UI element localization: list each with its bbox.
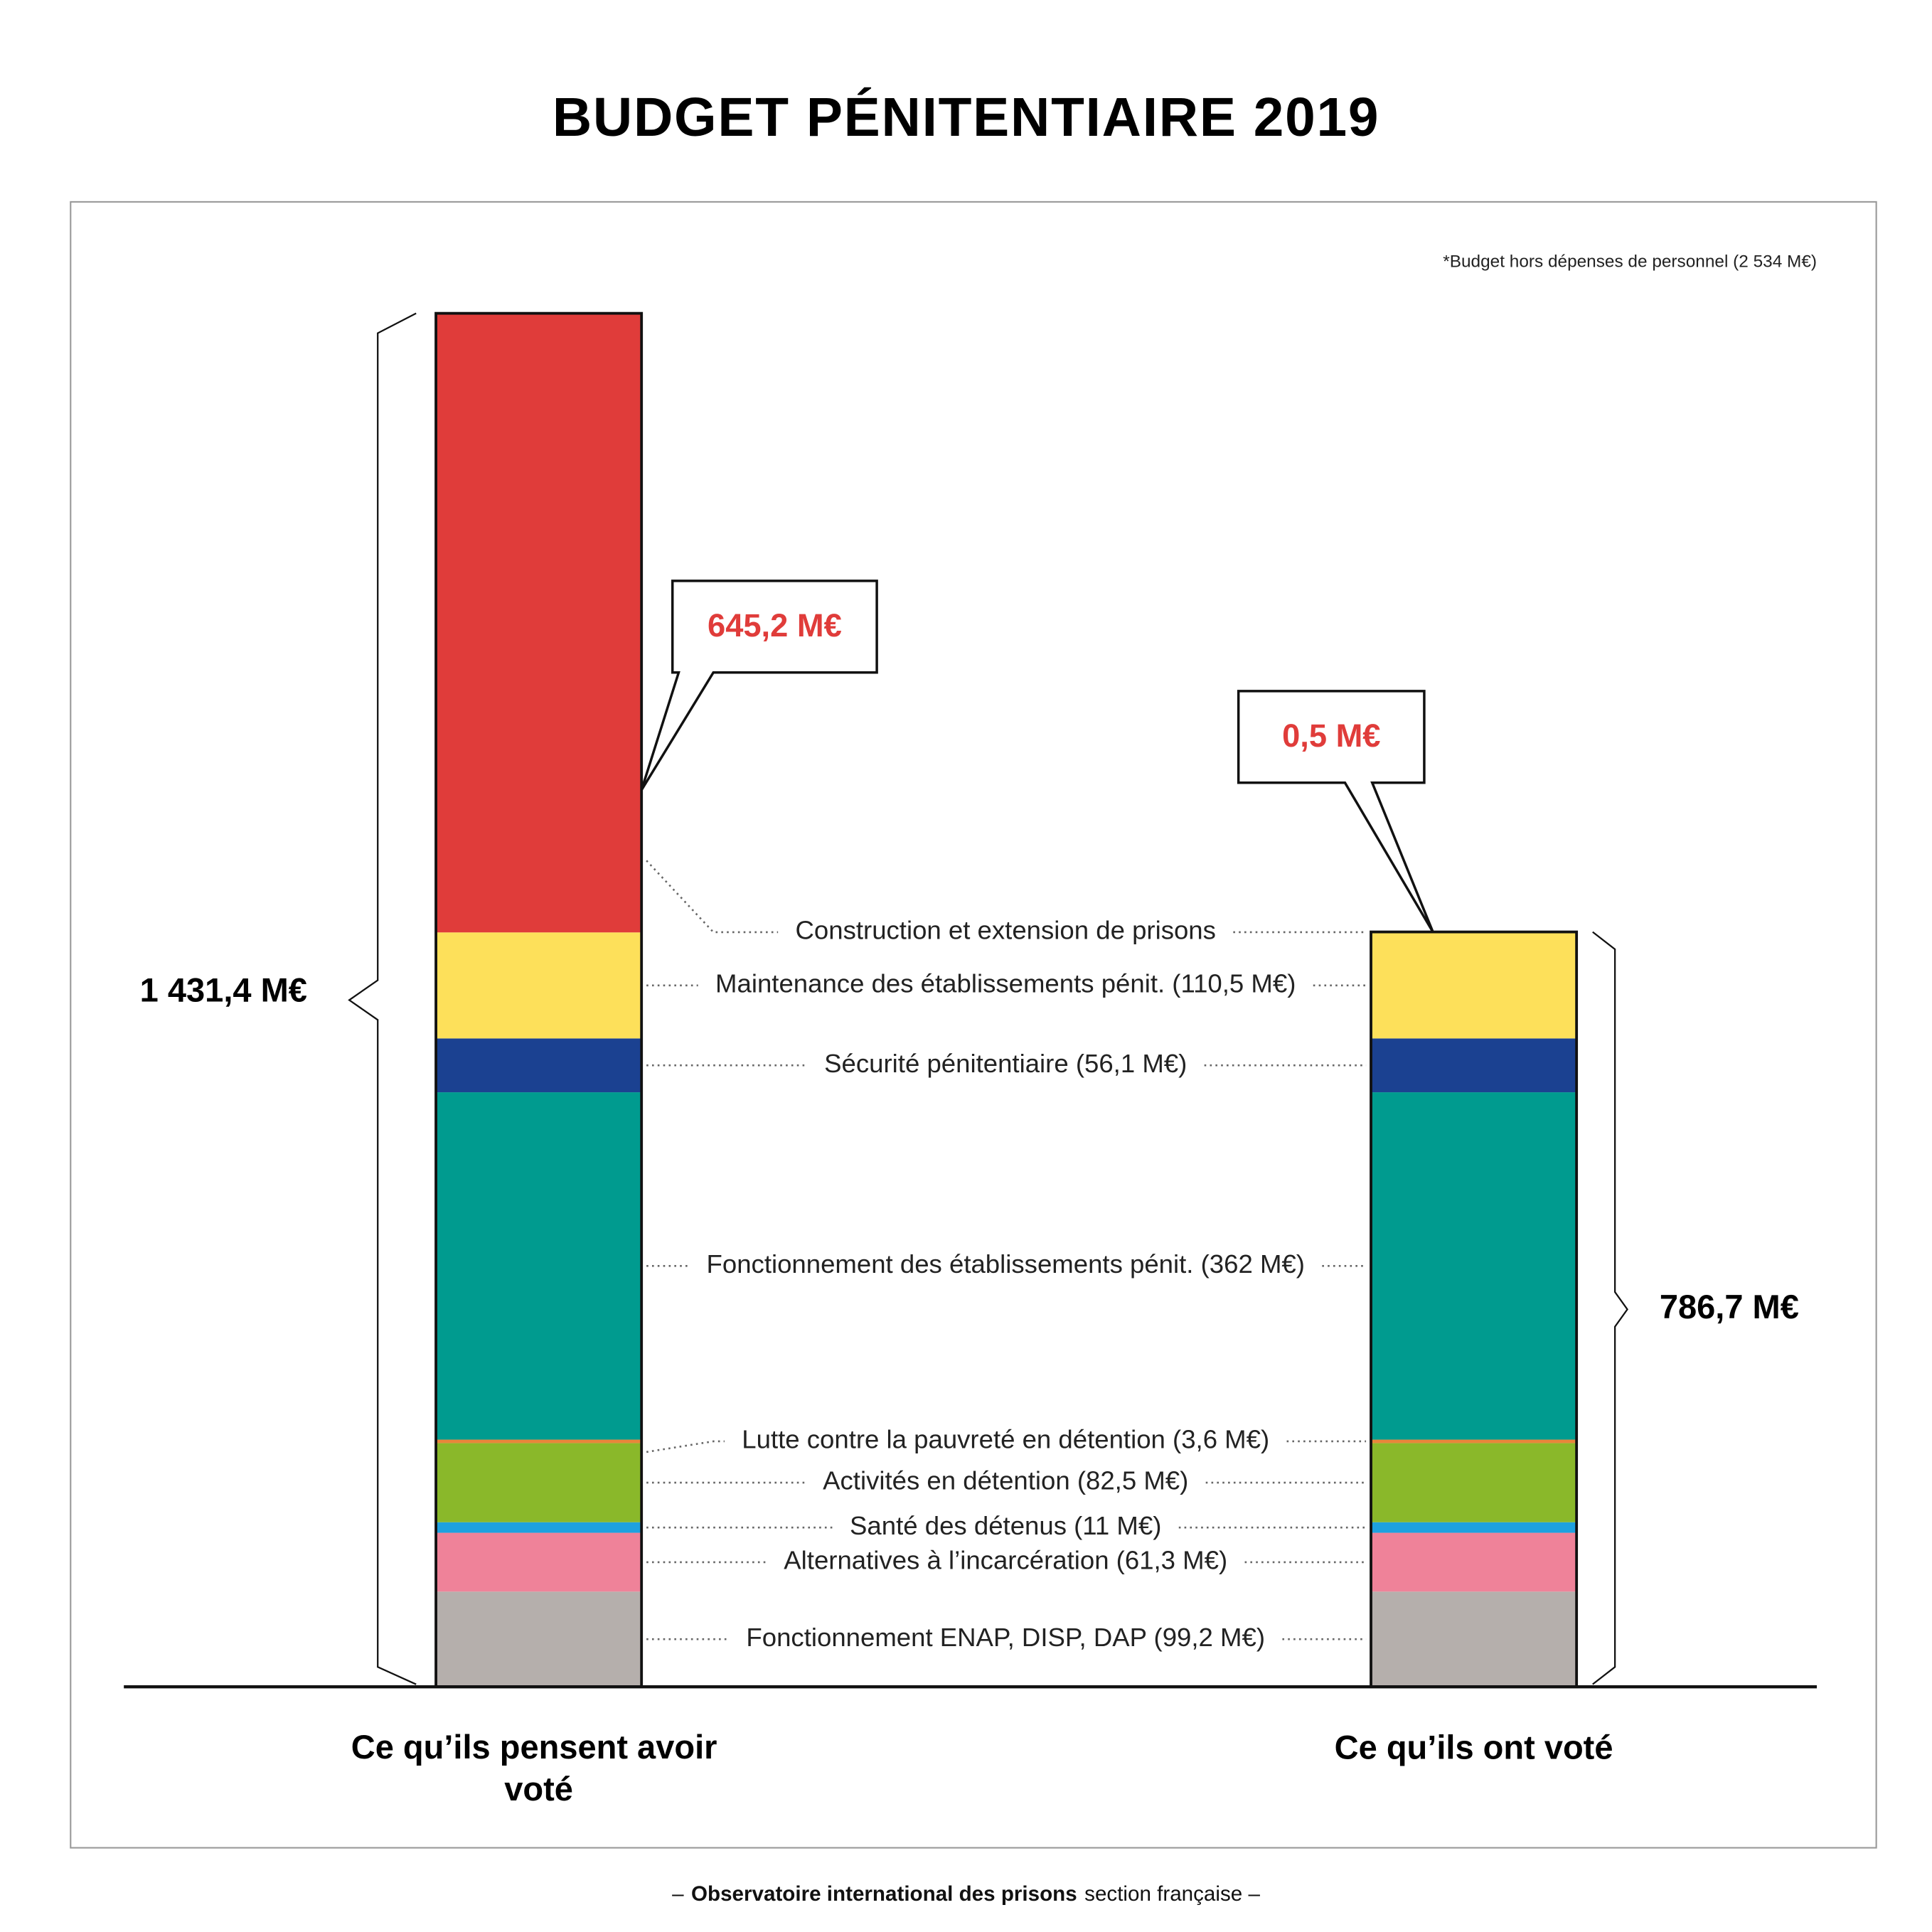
footer: – Observatoire international des prisons s…: [672, 1882, 1260, 1906]
segment-label: Construction et extension de prisons: [796, 916, 1216, 945]
total-label: 786,7 M€: [1660, 1288, 1799, 1325]
bar-segment: [436, 1038, 642, 1093]
segment-label: Fonctionnement ENAP, DISP, DAP (99,2 M€): [746, 1623, 1265, 1652]
bar-segment: [436, 1591, 642, 1687]
callout-box: [1237, 690, 1434, 933]
segment-label: Fonctionnement des établissements pénit.…: [707, 1249, 1305, 1279]
value-label: 645,2 M€: [708, 607, 842, 644]
bar-segment: [1371, 1038, 1577, 1093]
x-tick-label: Ce qu’ils pensent avoir voté: [351, 1728, 727, 1808]
segment-label: Activités en détention (82,5 M€): [823, 1466, 1188, 1495]
bar-segment: [436, 932, 642, 1039]
footer-source: Observatoire international des prisons: [691, 1882, 1077, 1906]
segment-label: Santé des détenus (11 M€): [850, 1511, 1161, 1540]
bar-segment: [436, 1443, 642, 1522]
segment-label: Maintenance des établissements pénit. (1…: [715, 968, 1296, 998]
bar-segment: [1371, 1439, 1577, 1443]
bar-segment: [1371, 1443, 1577, 1522]
bar-segment: [436, 1092, 642, 1440]
chart-title: BUDGET PÉNITENTIAIRE 2019: [553, 87, 1379, 148]
total-brace: [348, 312, 417, 1685]
total-brace: [1592, 931, 1628, 1685]
x-tick-label-line: voté: [504, 1771, 573, 1808]
segment-label: Sécurité pénitentiaire (56,1 M€): [824, 1049, 1187, 1078]
bar-segment: [1371, 1522, 1577, 1533]
segment-label: Lutte contre la pauvreté en détention (3…: [742, 1425, 1269, 1454]
bar-segment: [1371, 1591, 1577, 1687]
bar-segment: [436, 1522, 642, 1533]
bar-segment: [1371, 932, 1577, 1039]
frame: [70, 201, 1877, 1849]
value-label: 0,5 M€: [1282, 717, 1380, 754]
segment-label: Alternatives à l’incarcération (61,3 M€): [784, 1546, 1227, 1575]
total-label: 1 431,4 M€: [140, 971, 307, 1008]
leader-line: [646, 1440, 725, 1453]
callout-box: [640, 580, 878, 791]
note: *Budget hors dépenses de personnel (2 53…: [1443, 252, 1817, 272]
bar-segment: [436, 1439, 642, 1443]
bar-segment: [436, 313, 642, 933]
bar-segment: [1371, 1532, 1577, 1592]
leader-line: [646, 860, 779, 934]
bar-segment: [436, 1532, 642, 1592]
x-tick-label-line: Ce qu’ils pensent avoir: [351, 1728, 727, 1766]
bar-segment: [1371, 1092, 1577, 1440]
footer-rest: section française –: [1084, 1882, 1260, 1906]
footer-dash: –: [672, 1882, 684, 1906]
x-tick-label: Ce qu’ils ont voté: [1335, 1728, 1613, 1766]
